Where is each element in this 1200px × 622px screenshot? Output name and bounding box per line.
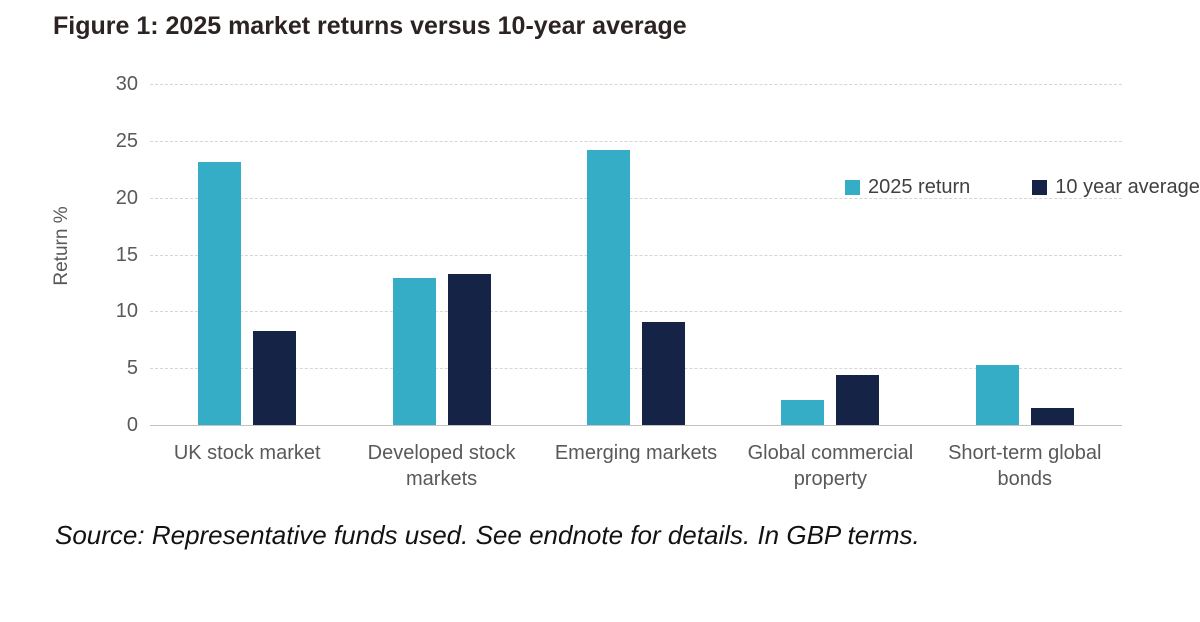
legend-label: 10 year average (1055, 176, 1200, 198)
bar-2025-return-developed-stock-markets (392, 278, 436, 425)
legend-swatch-2025-return-icon (845, 180, 860, 195)
x-category-label-4: Global commercial property (747, 442, 914, 490)
bar-10-year-average-short-term-global-bonds (1030, 407, 1074, 425)
chart-legend: 2025 return 10 year average (845, 176, 1200, 199)
bar-2025-return-emerging-markets (587, 149, 630, 425)
bar-2025-return-global-commercial-property (781, 400, 825, 425)
x-category-label-3: Emerging markets (554, 442, 718, 464)
source-note: Source: Representative funds used. See e… (55, 520, 920, 550)
gridline-30 (150, 84, 1122, 85)
legend-item-2025-return: 2025 return (845, 176, 970, 199)
plot-area: 2025 return 10 year average (150, 84, 1200, 426)
figure-title: Figure 1: 2025 market returns versus 10-… (53, 12, 687, 40)
x-category-label-2: Developed stock markets (367, 442, 516, 490)
y-axis-title: Return % (51, 206, 72, 286)
bar-10-year-average-emerging-markets (642, 321, 685, 425)
y-tick-label-25: 25 (115, 129, 138, 152)
gridline-25 (150, 140, 1122, 142)
legend-swatch-10-year-average-icon (1032, 180, 1048, 195)
y-tick-label-5: 5 (126, 357, 138, 380)
gridline-5 (150, 368, 1122, 370)
bar-2025-return-short-term-global-bonds (975, 364, 1019, 425)
gridline-20 (150, 197, 1122, 199)
y-tick-label-10: 10 (115, 300, 138, 323)
bar-10-year-average-uk-stock-market (253, 330, 297, 425)
y-tick-label-20: 20 (115, 186, 138, 209)
bar-10-year-average-global-commercial-property (836, 375, 880, 425)
x-category-label-1: UK stock market (173, 442, 321, 464)
bar-2025-return-uk-stock-market (198, 162, 242, 425)
y-tick-label-0: 0 (126, 414, 138, 436)
x-category-label-5: Short-term global bonds (948, 442, 1102, 490)
y-tick-label-15: 15 (115, 243, 138, 266)
legend-item-10-year-average: 10 year average (1032, 176, 1200, 199)
gridline-10 (150, 311, 1122, 313)
gridline-15 (150, 254, 1122, 256)
legend-label: 2025 return (868, 176, 971, 198)
y-tick-label-30: 30 (115, 73, 138, 95)
bar-10-year-average-developed-stock-markets (447, 273, 491, 425)
x-axis-line (150, 425, 1122, 426)
